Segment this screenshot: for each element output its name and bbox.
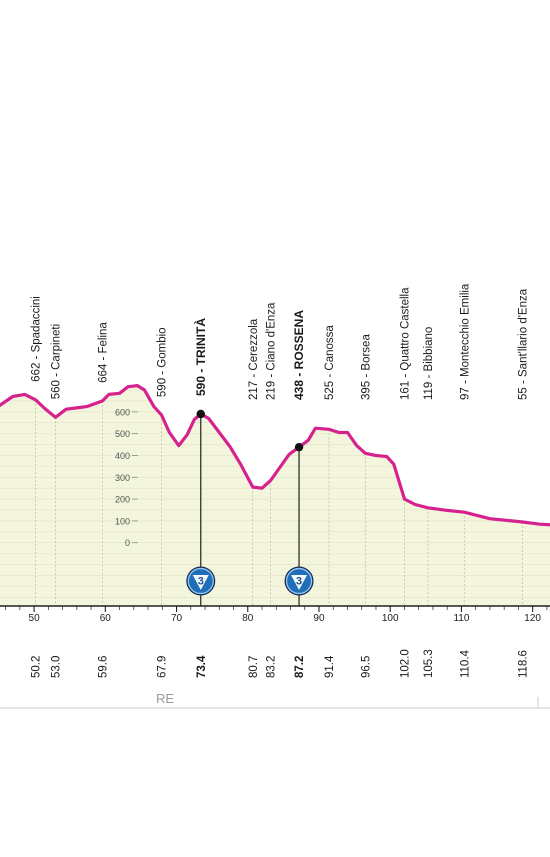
km-label: 118.6 [518,650,530,678]
profile-line [0,384,550,527]
climb-category-label: 3 [198,576,204,588]
place-label: 590 - TRINITÀ [193,318,208,396]
altitude-tick-label: 100 [115,516,130,526]
km-tick-label: 90 [313,613,325,624]
place-label: 161 - Quattro Castella [399,287,411,400]
km-label: 53.0 [50,656,62,678]
km-label: 91.4 [324,655,336,678]
altitude-tick-label: 400 [115,451,130,461]
profile-area-fill [0,385,550,606]
place-label: 590 - Gombio [157,327,169,397]
km-tick-label: 50 [29,613,41,624]
km-tick-label: 70 [171,613,183,624]
place-label: 219 - Ciano d'Enza [266,302,278,400]
km-tick-label: 110 [453,613,469,624]
place-label: 55 - Sant'llario d'Enza [518,288,530,400]
km-label: 73.4 [196,655,208,678]
place-label: 664 - Felina [97,322,109,383]
km-label: 67.9 [157,656,169,678]
km-tick-label: 80 [242,613,254,624]
province-label: RE [156,691,174,706]
climb-category-label: 3 [296,576,302,588]
climb-badge-triangle [291,575,308,590]
altitude-tick-label: 200 [115,495,130,505]
km-label: 80.7 [248,656,260,678]
place-label: 438 - ROSSENA [292,310,306,400]
climb-badge-triangle [192,575,209,590]
altitude-tick-label: 0 [125,538,130,548]
place-label: 525 - Canossa [324,325,336,400]
km-tick-label: 60 [100,613,112,624]
altitude-tick-label: 500 [115,429,130,439]
place-label: 395 - Borsea [360,334,372,400]
place-label: 662 - Spadaccini [31,296,43,382]
km-label: 96.5 [360,656,372,678]
place-label: 217 - Cerezzola [248,318,260,400]
place-label: 560 - Carpineti [50,324,62,399]
km-label: 83.2 [266,656,278,678]
km-label: 105.3 [423,649,435,678]
summit-dot [196,409,205,419]
km-label: 87.2 [294,656,306,678]
summit-dot [294,442,304,452]
km-label: 110.4 [459,649,471,678]
place-label: 97 - Montecchio Emilia [459,283,471,400]
altitude-tick-label: 600 [115,407,130,417]
place-label: 119 - Bibbiano [423,327,435,400]
km-label: 59.6 [97,656,109,678]
altitude-tick-label: 300 [115,473,130,483]
km-tick-label: 120 [524,613,541,624]
km-tick-label: 100 [382,613,399,624]
km-label: 50.2 [31,656,43,678]
km-label: 102.0 [399,649,411,678]
